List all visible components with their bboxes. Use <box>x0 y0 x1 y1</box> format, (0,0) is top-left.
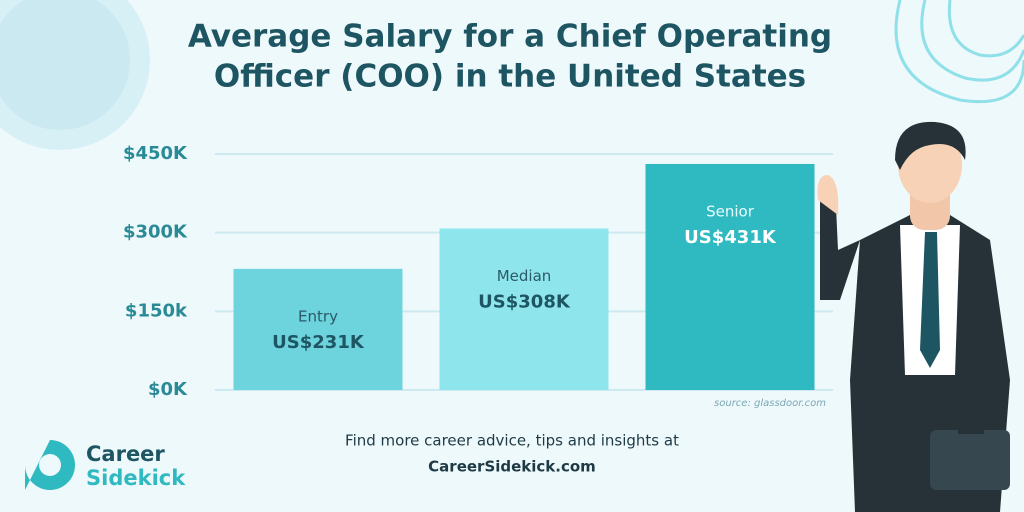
bar-category-label: Median <box>497 267 552 285</box>
chart-title: Average Salary for a Chief Operating <box>188 19 832 55</box>
data-label: US$231K <box>272 332 365 353</box>
footer-link: CareerSidekick.com <box>428 458 596 476</box>
bar-category-label: Entry <box>298 307 338 325</box>
bar <box>645 163 815 390</box>
data-label: US$431K <box>684 227 777 248</box>
data-label: US$308K <box>478 291 571 312</box>
swirl-decoration <box>894 0 1024 104</box>
y-tick-label: $450K <box>123 143 188 164</box>
source-note: source: glassdoor.com <box>714 398 826 409</box>
bar <box>233 268 403 390</box>
person-illustration <box>817 121 1010 512</box>
y-tick-label: $300K <box>123 222 188 243</box>
logo-icon-inner <box>39 454 61 476</box>
y-tick-label: $0K <box>148 379 188 400</box>
footer-text: Find more career advice, tips and insigh… <box>345 432 679 450</box>
bar <box>439 228 609 390</box>
y-tick-label: $150k <box>125 300 188 321</box>
chart-title: Officer (COO) in the United States <box>214 59 806 95</box>
logo-text: Career <box>86 442 165 466</box>
bar-category-label: Senior <box>706 202 755 220</box>
coin-inner <box>0 0 130 130</box>
logo: Career Sidekick <box>25 440 186 490</box>
logo-text: Sidekick <box>86 466 186 490</box>
